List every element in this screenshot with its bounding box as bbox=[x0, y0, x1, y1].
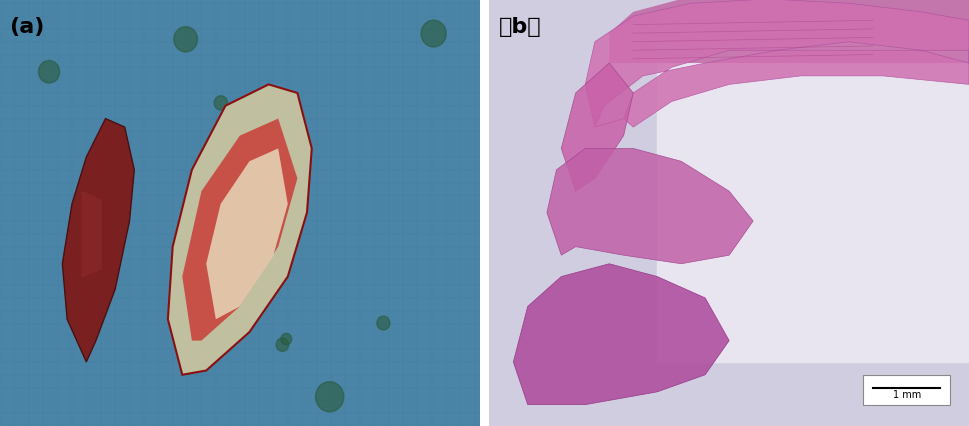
Ellipse shape bbox=[316, 382, 344, 412]
Ellipse shape bbox=[39, 61, 60, 84]
Ellipse shape bbox=[214, 97, 228, 111]
Ellipse shape bbox=[76, 284, 92, 302]
Polygon shape bbox=[610, 0, 969, 64]
Ellipse shape bbox=[422, 21, 446, 48]
Polygon shape bbox=[547, 149, 753, 264]
Bar bbox=[863, 375, 950, 405]
Polygon shape bbox=[514, 264, 729, 405]
Polygon shape bbox=[561, 64, 634, 192]
Polygon shape bbox=[168, 85, 312, 375]
Polygon shape bbox=[585, 0, 969, 128]
Ellipse shape bbox=[240, 172, 251, 183]
Text: (a): (a) bbox=[10, 17, 45, 37]
Polygon shape bbox=[182, 119, 297, 341]
Ellipse shape bbox=[173, 28, 198, 53]
Text: 1 mm: 1 mm bbox=[892, 389, 921, 399]
Text: （b）: （b） bbox=[499, 17, 542, 37]
Polygon shape bbox=[206, 149, 288, 320]
Ellipse shape bbox=[276, 338, 289, 351]
Ellipse shape bbox=[93, 278, 113, 299]
Ellipse shape bbox=[281, 334, 292, 345]
Ellipse shape bbox=[377, 317, 390, 330]
Bar bbox=[657, 43, 969, 362]
Polygon shape bbox=[62, 119, 135, 362]
Ellipse shape bbox=[200, 282, 221, 305]
